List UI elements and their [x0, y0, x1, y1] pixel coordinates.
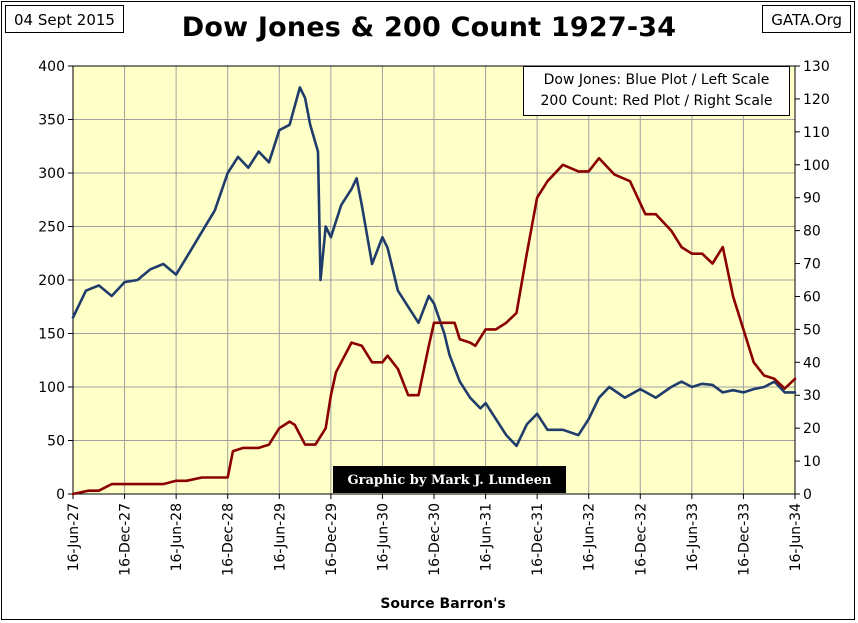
right-tick-label: 60	[803, 289, 821, 305]
credit-badge: Graphic by Mark J. Lundeen	[333, 466, 566, 493]
right-tick-label: 80	[803, 224, 821, 240]
x-tick-label: 16-Jun-33	[685, 503, 701, 571]
right-tick-label: 100	[803, 158, 830, 174]
x-tick-label: 16-Dec-30	[427, 503, 443, 576]
x-tick-label: 16-Dec-28	[221, 503, 237, 576]
source-stamp: GATA.Org	[762, 5, 851, 33]
right-tick-label: 50	[803, 322, 821, 338]
right-tick-label: 0	[803, 487, 812, 503]
x-tick-label: 16-Jun-28	[169, 503, 185, 571]
legend-count: 200 Count: Red Plot / Right Scale	[540, 93, 773, 109]
x-tick-label: 16-Dec-33	[736, 503, 752, 576]
chart-title: Dow Jones & 200 Count 1927-34	[181, 12, 677, 43]
source-caption: Source Barron's	[380, 596, 506, 612]
dow-series-line	[71, 86, 797, 448]
x-tick-label: 16-Dec-29	[324, 503, 340, 576]
left-tick-label: 150	[38, 327, 65, 343]
legend-dow: Dow Jones: Blue Plot / Left Scale	[543, 72, 770, 88]
x-tick-label: 16-Jun-29	[272, 503, 288, 571]
x-tick-label: 16-Jun-31	[479, 503, 495, 571]
right-tick-label: 90	[803, 191, 821, 207]
plot-border	[72, 65, 796, 495]
right-tick-label: 10	[803, 454, 821, 470]
x-tick-label: 16-Dec-31	[530, 503, 546, 576]
left-tick-label: 400	[38, 59, 65, 75]
x-tick-label: 16-Jun-27	[66, 503, 82, 571]
left-tick-label: 50	[47, 434, 65, 450]
right-tick-label: 30	[803, 388, 821, 404]
x-tick-label: 16-Jun-34	[788, 503, 804, 571]
right-tick-label: 20	[803, 421, 821, 437]
x-tick-label: 16-Dec-27	[118, 503, 134, 576]
x-tick-label: 16-Dec-32	[633, 503, 649, 576]
count-series-line	[71, 156, 797, 496]
left-tick-label: 300	[38, 166, 65, 182]
left-tick-label: 200	[38, 273, 65, 289]
x-tick-label: 16-Jun-30	[375, 503, 391, 571]
right-tick-label: 40	[803, 355, 821, 371]
right-tick-label: 120	[803, 92, 830, 108]
left-tick-label: 250	[38, 220, 65, 236]
right-tick-label: 70	[803, 257, 821, 273]
right-tick-label: 130	[803, 59, 830, 75]
left-tick-label: 350	[38, 113, 65, 129]
legend: Dow Jones: Blue Plot / Left Scale 200 Co…	[523, 66, 790, 116]
left-tick-label: 100	[38, 380, 65, 396]
x-tick-label: 16-Jun-32	[582, 503, 598, 571]
right-tick-label: 110	[803, 125, 830, 141]
left-tick-label: 0	[56, 487, 65, 503]
date-stamp: 04 Sept 2015	[5, 5, 124, 33]
